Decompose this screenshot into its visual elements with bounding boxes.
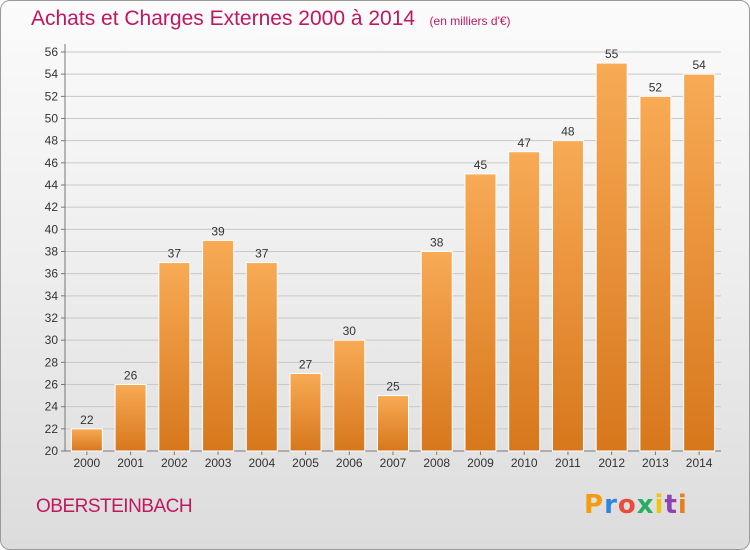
y-tick-label: 20 (45, 444, 59, 458)
bar-2008 (420, 251, 453, 452)
data-label: 38 (430, 236, 444, 250)
x-tick-label: 2012 (598, 456, 625, 470)
data-label: 55 (605, 47, 619, 61)
proxiti-logo: Proxiti (584, 490, 688, 520)
data-label: 47 (518, 136, 532, 150)
bar-2001 (114, 384, 147, 452)
data-label: 30 (343, 324, 357, 338)
bar-2005 (289, 372, 322, 452)
x-tick-label: 2007 (380, 456, 407, 470)
x-tick-label: 2010 (511, 456, 538, 470)
y-tick-label: 26 (45, 378, 59, 392)
bar-2009 (464, 173, 497, 452)
bar-2014 (683, 73, 716, 452)
y-tick-label: 56 (45, 45, 59, 59)
y-tick-label: 38 (45, 245, 59, 259)
bar-2012 (595, 62, 628, 452)
bar-2006 (333, 339, 366, 452)
bar-2002 (158, 262, 191, 452)
data-label: 25 (386, 380, 400, 394)
x-tick-label: 2001 (117, 456, 144, 470)
y-tick-label: 36 (45, 267, 59, 281)
data-label: 26 (124, 369, 138, 383)
y-tick-label: 30 (45, 333, 59, 347)
bar-2013 (639, 95, 672, 452)
data-label: 45 (474, 158, 488, 172)
title-row: Achats et Charges Externes 2000 à 2014 (… (31, 7, 511, 31)
logo-letter: P (584, 490, 605, 520)
bar-2007 (377, 395, 409, 452)
chart-unit: (en milliers d'€) (429, 14, 511, 28)
x-tick-label: 2011 (555, 456, 581, 470)
logo-letter: o (617, 490, 637, 520)
x-tick-label: 2004 (248, 456, 275, 470)
data-label: 37 (255, 247, 269, 261)
data-label: 54 (692, 58, 706, 72)
x-tick-label: 2008 (423, 456, 450, 470)
x-tick-label: 2009 (467, 456, 494, 470)
bar-2011 (551, 140, 584, 452)
y-tick-label: 46 (45, 156, 59, 170)
y-tick-label: 32 (45, 311, 59, 325)
data-label: 27 (299, 357, 313, 371)
bar-2010 (508, 151, 541, 452)
bars (70, 62, 716, 452)
x-tick-label: 2002 (161, 456, 188, 470)
y-tick-label: 50 (45, 112, 59, 126)
y-tick-label: 22 (45, 422, 59, 436)
bar-2004 (245, 262, 278, 452)
x-tick-label: 2013 (642, 456, 669, 470)
x-tick-label: 2005 (292, 456, 319, 470)
data-label: 52 (649, 80, 663, 94)
y-tick-label: 48 (45, 134, 59, 148)
chart-title: Achats et Charges Externes 2000 à 2014 (31, 7, 416, 30)
y-tick-label: 34 (45, 289, 59, 303)
y-tick-label: 42 (45, 200, 59, 214)
y-tick-label: 40 (45, 222, 59, 236)
logo-letter: x (636, 490, 655, 520)
y-tick-label: 44 (45, 178, 59, 192)
data-label: 48 (561, 125, 575, 139)
logo-letter: i (654, 490, 665, 520)
x-tick-label: 2000 (74, 456, 101, 470)
y-tick-label: 28 (45, 355, 59, 369)
logo-letter: r (604, 490, 618, 520)
data-labels: 22 26 37 39 37 27 30 25 38 45 47 48 55 52 54 (80, 47, 706, 427)
y-tick-label: 54 (45, 67, 59, 81)
logo-letter: i (677, 490, 688, 520)
data-label: 37 (168, 247, 182, 261)
x-tick-label: 2014 (686, 456, 713, 470)
x-tick-label: 2006 (336, 456, 363, 470)
commune-name: OBERSTEINBACH (36, 496, 193, 517)
y-tick-label: 52 (45, 89, 59, 103)
logo-letter: t (664, 490, 678, 520)
bar-2003 (202, 239, 235, 452)
data-label: 39 (211, 224, 225, 238)
x-tick-label: 2003 (205, 456, 232, 470)
bar-2000 (70, 428, 103, 452)
data-label: 22 (80, 413, 94, 427)
y-tick-label: 24 (45, 400, 59, 414)
